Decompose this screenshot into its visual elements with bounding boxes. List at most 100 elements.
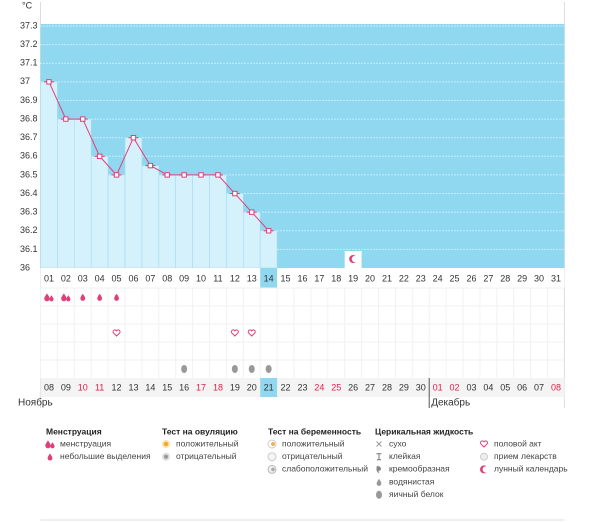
x-tick-label: 31 (551, 273, 561, 283)
date-label: 20 (247, 382, 257, 392)
x-tick-label: 16 (297, 273, 307, 283)
bar (124, 137, 143, 269)
legend-title: Тест на беременность (268, 426, 361, 436)
bar (175, 174, 193, 269)
point (130, 134, 137, 141)
x-tick-label: 19 (348, 273, 358, 283)
point (80, 116, 86, 122)
x-tick-label: 06 (128, 273, 138, 283)
legend-label: половой акт (494, 438, 542, 448)
legend-label: менструация (60, 438, 112, 448)
icon-pill (480, 452, 488, 461)
x-tick-label: 02 (61, 273, 71, 283)
x-tick-label: 17 (314, 273, 324, 283)
icon-drop (97, 293, 103, 301)
sun-core (163, 441, 169, 447)
date-label: 23 (297, 382, 307, 392)
day-row (40, 268, 565, 288)
moon-cut (351, 255, 359, 263)
y-tick-label: 36.6 (20, 151, 38, 161)
date-label: 29 (399, 382, 409, 392)
legend-label: прием лекарств (494, 451, 557, 461)
egg (265, 365, 272, 373)
legend-label: лунный календарь (494, 464, 568, 474)
date-label: 07 (534, 382, 544, 392)
date-label: 14 (145, 382, 155, 392)
x-tick-label: 08 (162, 273, 172, 283)
point (63, 116, 69, 122)
y-tick-label: 36 (20, 262, 30, 272)
date-label: 28 (382, 382, 392, 392)
pill (480, 452, 488, 461)
drop (45, 440, 51, 449)
date-label: 10 (78, 382, 88, 392)
point (232, 190, 238, 197)
x-tick-label: 27 (483, 273, 493, 283)
icon-drop (114, 293, 119, 301)
temperature-line (48, 81, 270, 232)
y-tick-label: 36.2 (20, 225, 38, 235)
bar (74, 118, 92, 269)
legend-label: водянистая (389, 476, 435, 486)
legend-label: слабоположительный (282, 464, 368, 474)
x-tick-label: 15 (281, 273, 291, 283)
y-tick-label: 36.4 (20, 188, 38, 198)
x-tick-label: 11 (213, 273, 222, 283)
x-tick-label: 03 (78, 273, 88, 283)
date-label: 08 (44, 382, 54, 392)
legend-title: Тест на овуляцию (162, 426, 238, 436)
date-label: 16 (179, 382, 189, 392)
drop (44, 293, 50, 302)
legend-title: Церикальная жидкость (375, 426, 473, 436)
icon-cross (376, 441, 382, 447)
icon-drop (80, 293, 86, 301)
bar (192, 174, 210, 269)
current-day (260, 268, 278, 288)
drop (80, 293, 86, 301)
legend-label: клейкая (389, 451, 421, 461)
point (46, 79, 52, 85)
preg (267, 452, 277, 462)
bar (243, 211, 261, 269)
point (181, 172, 187, 178)
legend-label: положительный (176, 438, 239, 448)
x-tick-label: 22 (399, 273, 409, 283)
date-label: 21 (264, 382, 274, 392)
drop (114, 293, 119, 301)
y-tick-label: 37.2 (20, 39, 38, 49)
x-tick-label: 10 (196, 273, 206, 283)
x-tick-label: 29 (517, 273, 527, 283)
moon-cut (482, 466, 489, 473)
legend-label: кремообразная (389, 464, 450, 474)
icon-heart (112, 329, 121, 337)
dot-core (164, 454, 168, 459)
egg (181, 365, 188, 373)
bar (57, 118, 75, 269)
icon-moon (480, 465, 489, 474)
point (147, 162, 154, 169)
date-label: 03 (466, 382, 476, 392)
date-label: 08 (551, 382, 561, 392)
date-label: 05 (500, 382, 510, 392)
icon-cream (376, 465, 382, 474)
x-tick-label: 18 (331, 273, 341, 283)
month-label: Ноябрь (18, 397, 53, 409)
x-tick-label: 07 (145, 273, 155, 283)
icon-heart (480, 440, 488, 448)
icon-sun (162, 440, 170, 448)
date-label: 18 (213, 382, 223, 392)
x-tick-label: 12 (230, 273, 240, 283)
point (113, 172, 120, 178)
date-label: 09 (61, 382, 71, 392)
y-tick-label: 36.1 (20, 244, 38, 254)
x-tick-label: 13 (247, 273, 257, 283)
icon-pregneg (267, 452, 277, 462)
legend-label: сухо (389, 438, 407, 448)
y-tick-label: 37 (20, 76, 30, 86)
point (164, 172, 170, 178)
bar (141, 165, 160, 269)
point (265, 228, 272, 234)
heart (480, 440, 488, 448)
date-label: 13 (128, 382, 138, 392)
icon-egg (248, 365, 255, 373)
